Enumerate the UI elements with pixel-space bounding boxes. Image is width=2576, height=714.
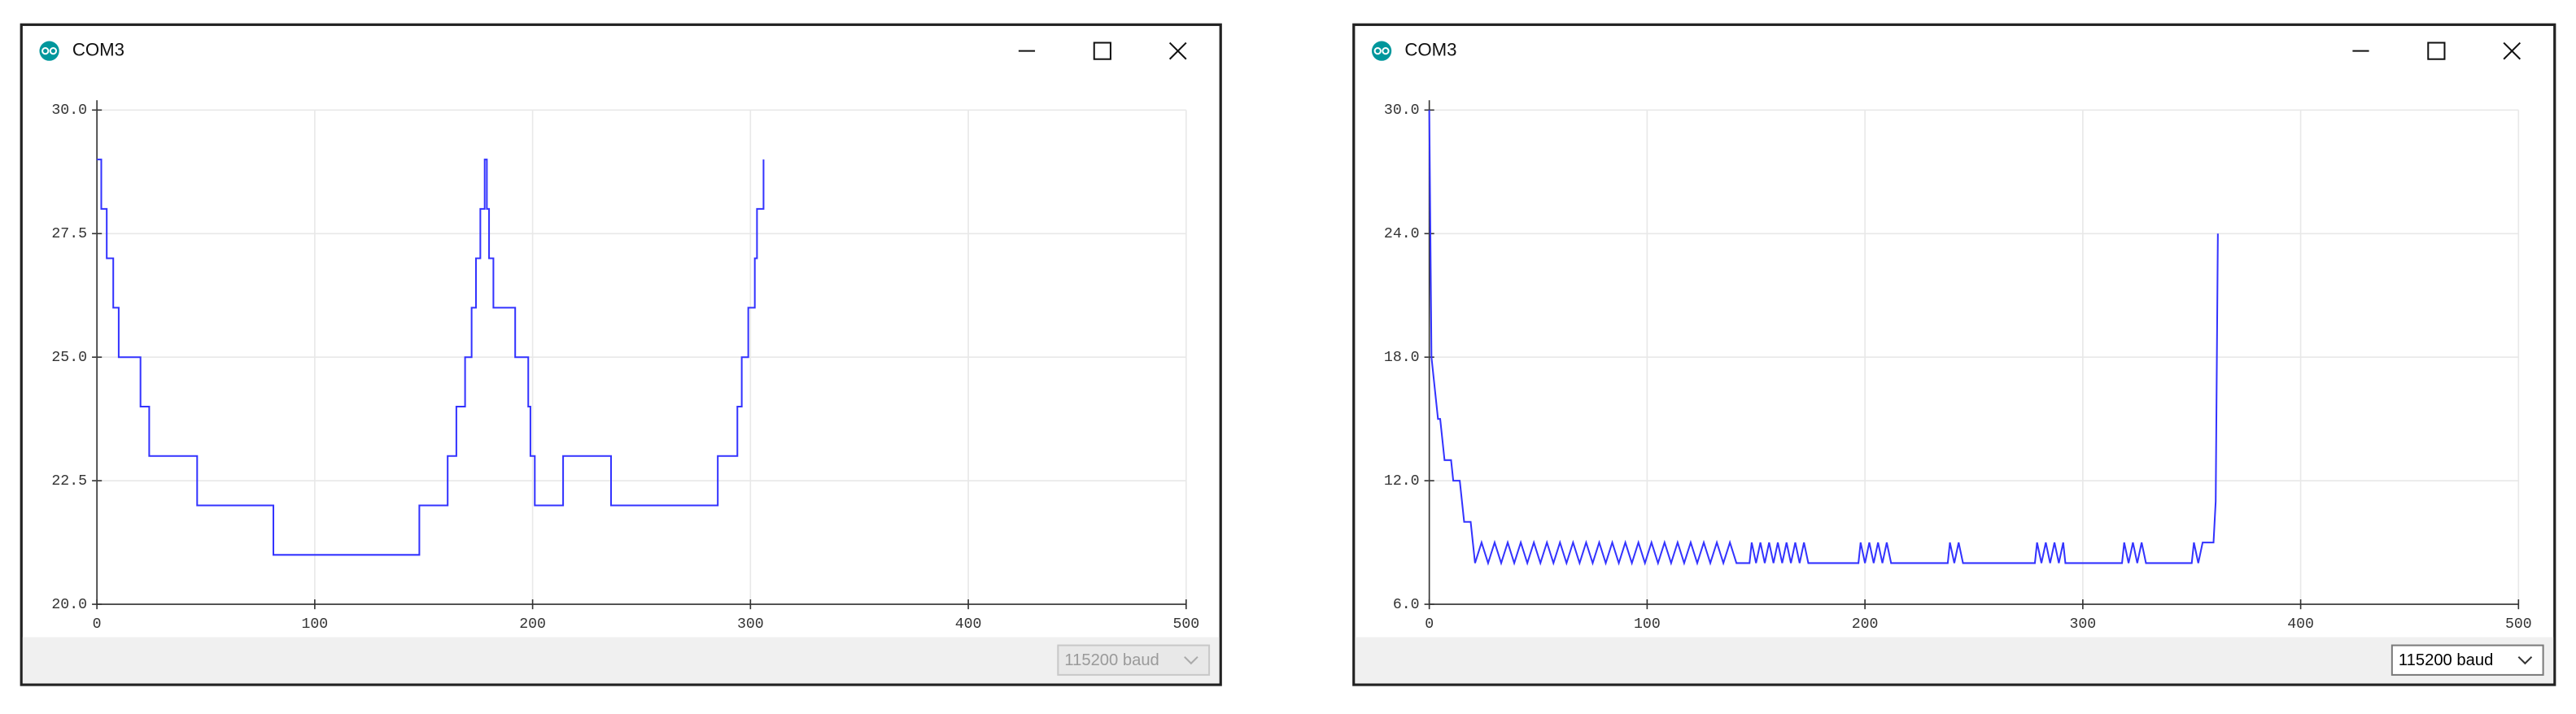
x-tick-label: 400 <box>2287 616 2314 633</box>
window: COM3 115200 baud 6.0 12.0 18.0 24.0 30.0 0 100 20… <box>1352 23 2556 686</box>
maximize-button[interactable] <box>1093 41 1111 60</box>
x-tick-label: 300 <box>737 616 764 633</box>
close-button[interactable] <box>1168 41 1187 60</box>
x-tick-label: 0 <box>93 616 102 633</box>
app-icon <box>39 41 59 61</box>
baud-arrow <box>1184 655 1198 665</box>
x-tick-label: 500 <box>1172 616 1199 633</box>
x-tick-label: 100 <box>1634 616 1661 633</box>
y-tick-label: 18.0 <box>1384 350 1420 366</box>
x-tick-label: 300 <box>2070 616 2097 633</box>
x-tick-label: 400 <box>955 616 982 633</box>
window-title: COM3 <box>72 39 124 59</box>
data-line <box>1428 110 2219 566</box>
app-icon-eye <box>1373 46 1382 55</box>
baud-select[interactable] <box>2390 644 2544 676</box>
y-tick-label: 30.0 <box>51 102 87 119</box>
baud-text: 115200 baud <box>1064 651 1159 669</box>
app-icon-eye <box>1382 46 1390 55</box>
y-tick-label: 12.0 <box>1384 473 1420 490</box>
y-tick-label: 20.0 <box>51 597 87 613</box>
x-tick-label: 200 <box>1852 616 1879 633</box>
maximize-button[interactable] <box>2427 41 2446 60</box>
status-bar <box>22 637 1220 684</box>
baud-select[interactable] <box>1057 644 1211 676</box>
app-icon-eye <box>49 46 58 55</box>
y-tick-label: 27.5 <box>51 226 87 242</box>
status-bar <box>1355 637 2554 684</box>
x-tick-label: 100 <box>302 616 329 633</box>
y-tick-label: 24.0 <box>1384 226 1420 242</box>
window-frame <box>20 23 1222 686</box>
y-tick-label: 22.5 <box>51 473 87 490</box>
y-tick-label: 6.0 <box>1393 597 1420 613</box>
window-frame <box>1352 23 2556 686</box>
x-tick-label: 0 <box>1425 616 1434 633</box>
x-tick-label: 200 <box>519 616 546 633</box>
window: COM3 115200 baud 20.0 22.5 25.0 27.5 30.0 0 100 2… <box>20 23 1222 686</box>
baud-text: 115200 baud <box>2399 651 2493 669</box>
app-icon-eye <box>41 46 50 55</box>
close-button[interactable] <box>2503 41 2521 60</box>
window-title: COM3 <box>1404 39 1456 59</box>
x-tick-label: 500 <box>2505 616 2532 633</box>
baud-arrow <box>2517 655 2533 665</box>
data-line <box>97 159 765 556</box>
app-icon <box>1371 41 1392 61</box>
y-tick-label: 30.0 <box>1384 102 1420 119</box>
y-tick-label: 25.0 <box>51 350 87 366</box>
